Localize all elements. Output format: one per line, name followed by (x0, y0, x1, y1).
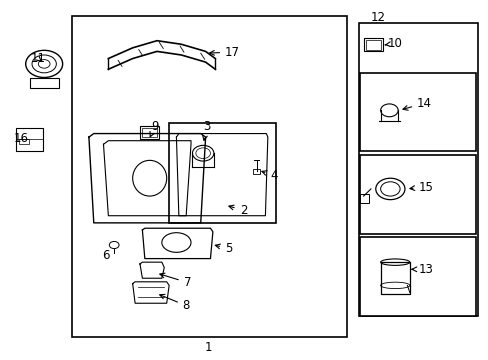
Text: 2: 2 (228, 204, 246, 217)
Text: 9: 9 (150, 120, 158, 137)
Text: 5: 5 (215, 242, 232, 255)
Text: 10: 10 (384, 37, 402, 50)
Bar (20, 139, 29, 144)
Text: 1: 1 (204, 341, 211, 354)
Bar (359, 73, 475, 152)
Text: 3: 3 (202, 120, 210, 140)
Bar (30, 78, 59, 88)
Text: 13: 13 (411, 263, 432, 276)
Text: 12: 12 (370, 11, 385, 24)
Text: 16: 16 (13, 132, 28, 145)
Text: 7: 7 (160, 273, 191, 289)
Bar (142, 128, 157, 137)
Text: 4: 4 (262, 169, 277, 182)
Text: 6: 6 (102, 248, 109, 261)
Bar (253, 169, 260, 174)
Bar (16, 128, 42, 152)
Bar (72, 16, 346, 337)
Bar (363, 38, 382, 51)
Bar (359, 155, 475, 234)
Bar (140, 126, 159, 139)
Bar (380, 262, 409, 294)
Bar (360, 194, 368, 203)
Bar (366, 40, 380, 50)
Text: 17: 17 (209, 46, 240, 59)
Text: 14: 14 (402, 97, 431, 110)
Bar (359, 237, 475, 316)
Text: 8: 8 (160, 294, 190, 312)
Bar (358, 23, 477, 316)
Bar (169, 123, 276, 223)
Text: 11: 11 (30, 52, 45, 65)
Text: 15: 15 (409, 181, 432, 194)
